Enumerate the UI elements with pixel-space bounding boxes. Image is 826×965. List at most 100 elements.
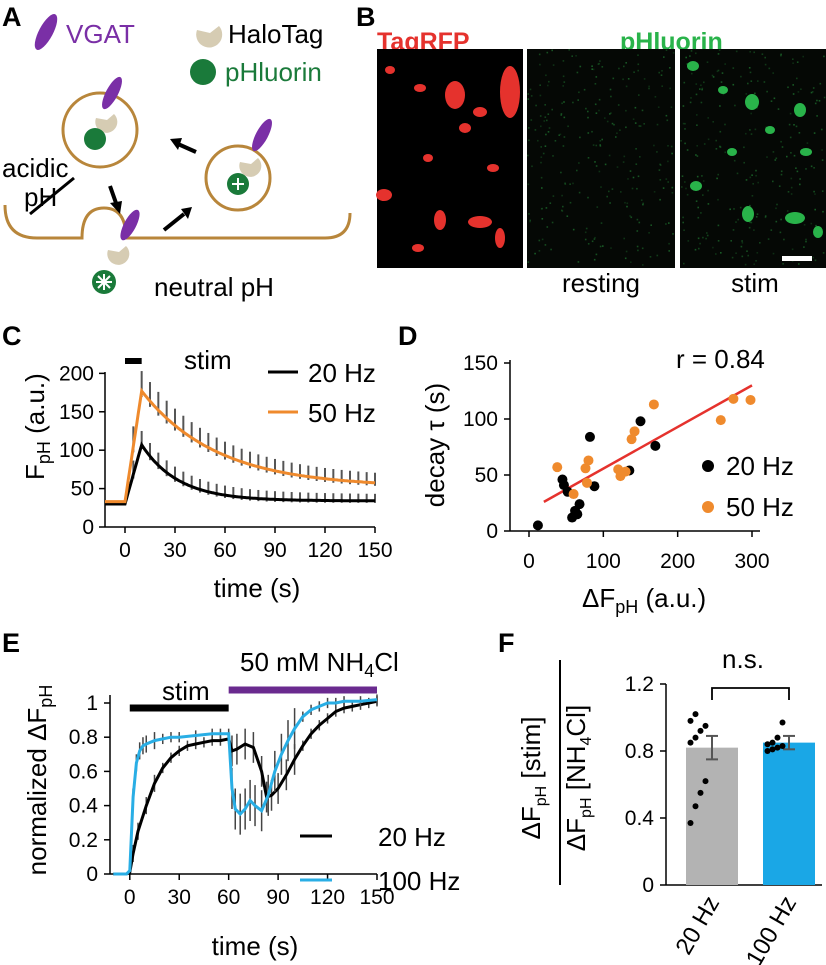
noise-dot	[750, 133, 753, 135]
noise-dot	[743, 161, 745, 164]
panel-label-a: A	[2, 2, 22, 32]
noise-dot	[643, 78, 646, 80]
noise-dot	[542, 152, 545, 155]
y-tick-label: 1	[86, 692, 98, 715]
noise-dot	[598, 170, 601, 173]
noise-dot	[639, 125, 642, 127]
noise-dot	[656, 151, 658, 153]
series-line-20hz	[105, 441, 375, 506]
noise-dot	[741, 240, 743, 242]
noise-dot	[720, 252, 722, 254]
noise-dot	[706, 232, 708, 234]
noise-dot	[563, 136, 566, 138]
noise-dot	[775, 157, 778, 160]
noise-dot	[776, 203, 778, 206]
y-tick-label: 100	[59, 439, 94, 462]
noise-dot	[538, 53, 541, 56]
y-tick-label: 0.4	[69, 795, 99, 818]
noise-dot	[695, 52, 697, 55]
noise-dot	[667, 160, 669, 163]
noise-dot	[610, 95, 612, 98]
noise-dot	[641, 109, 644, 112]
noise-dot	[681, 175, 684, 177]
noise-dot	[578, 191, 581, 194]
noise-dot	[544, 244, 547, 246]
x-tick-label: 0	[124, 886, 136, 909]
noise-dot	[591, 68, 593, 70]
noise-dot	[793, 154, 796, 157]
noise-dot	[754, 92, 756, 95]
noise-dot	[552, 195, 555, 197]
chart-d-axes: 0 100 200 300 0 50 100 150	[463, 352, 770, 573]
noise-dot	[716, 177, 718, 180]
noise-dot	[757, 80, 759, 82]
noise-dot	[756, 252, 759, 254]
noise-dot	[690, 97, 692, 99]
noise-dot	[732, 229, 735, 231]
noise-dot	[591, 65, 593, 67]
noise-dot	[695, 93, 698, 96]
noise-dot	[668, 222, 670, 224]
noise-dot	[598, 98, 601, 101]
noise-dot	[686, 63, 689, 65]
noise-dot	[736, 172, 739, 175]
noise-dot	[594, 236, 596, 239]
noise-dot	[534, 252, 536, 255]
noise-dot	[696, 175, 699, 178]
noise-dot	[724, 123, 726, 126]
noise-dot	[591, 240, 594, 243]
noise-dot	[534, 129, 537, 131]
noise-dot	[755, 216, 758, 218]
data-point	[764, 741, 771, 748]
noise-dot	[684, 122, 686, 125]
noise-dot	[540, 176, 543, 179]
noise-dot	[772, 151, 775, 153]
scatter-point	[629, 426, 640, 437]
noise-dot	[695, 83, 698, 85]
noise-dot	[539, 63, 541, 66]
noise-dot	[700, 101, 703, 104]
panel-label-d: D	[398, 321, 418, 351]
noise-dot	[598, 109, 600, 112]
series-line-50hz	[105, 387, 376, 504]
noise-dot	[775, 220, 778, 223]
noise-dot	[562, 145, 565, 147]
scatter-point	[626, 434, 637, 445]
noise-dot	[599, 145, 602, 147]
noise-dot	[697, 216, 700, 219]
resting-image	[527, 49, 675, 268]
noise-dot	[544, 116, 547, 118]
noise-dot	[659, 164, 662, 166]
noise-dot	[814, 208, 816, 211]
noise-dot	[757, 181, 759, 184]
bar-20hz	[686, 747, 738, 885]
noise-dot	[595, 76, 598, 78]
noise-dot	[637, 175, 640, 178]
noise-dot	[595, 253, 598, 256]
noise-dot	[587, 196, 589, 199]
noise-dot	[698, 247, 700, 250]
noise-dot	[596, 206, 599, 208]
noise-dot	[672, 52, 675, 54]
noise-dot	[637, 69, 639, 72]
noise-dot	[755, 260, 757, 262]
noise-dot	[752, 183, 754, 185]
noise-dot	[665, 49, 668, 51]
chart-c-stim-label: stim	[184, 345, 232, 375]
noise-dot	[749, 71, 752, 74]
noise-dot	[649, 256, 652, 258]
noise-dot	[609, 88, 612, 91]
noise-dot	[685, 56, 687, 59]
noise-dot	[600, 222, 603, 224]
noise-dot	[591, 130, 593, 133]
noise-dot	[599, 144, 601, 146]
noise-dot	[627, 78, 630, 80]
scale-bar	[782, 256, 812, 261]
noise-dot	[696, 124, 698, 126]
noise-dot	[592, 68, 595, 71]
noise-dot	[814, 193, 816, 195]
noise-dot	[818, 100, 821, 102]
noise-dot	[587, 157, 590, 159]
noise-dot	[702, 236, 704, 239]
noise-dot	[755, 169, 757, 172]
